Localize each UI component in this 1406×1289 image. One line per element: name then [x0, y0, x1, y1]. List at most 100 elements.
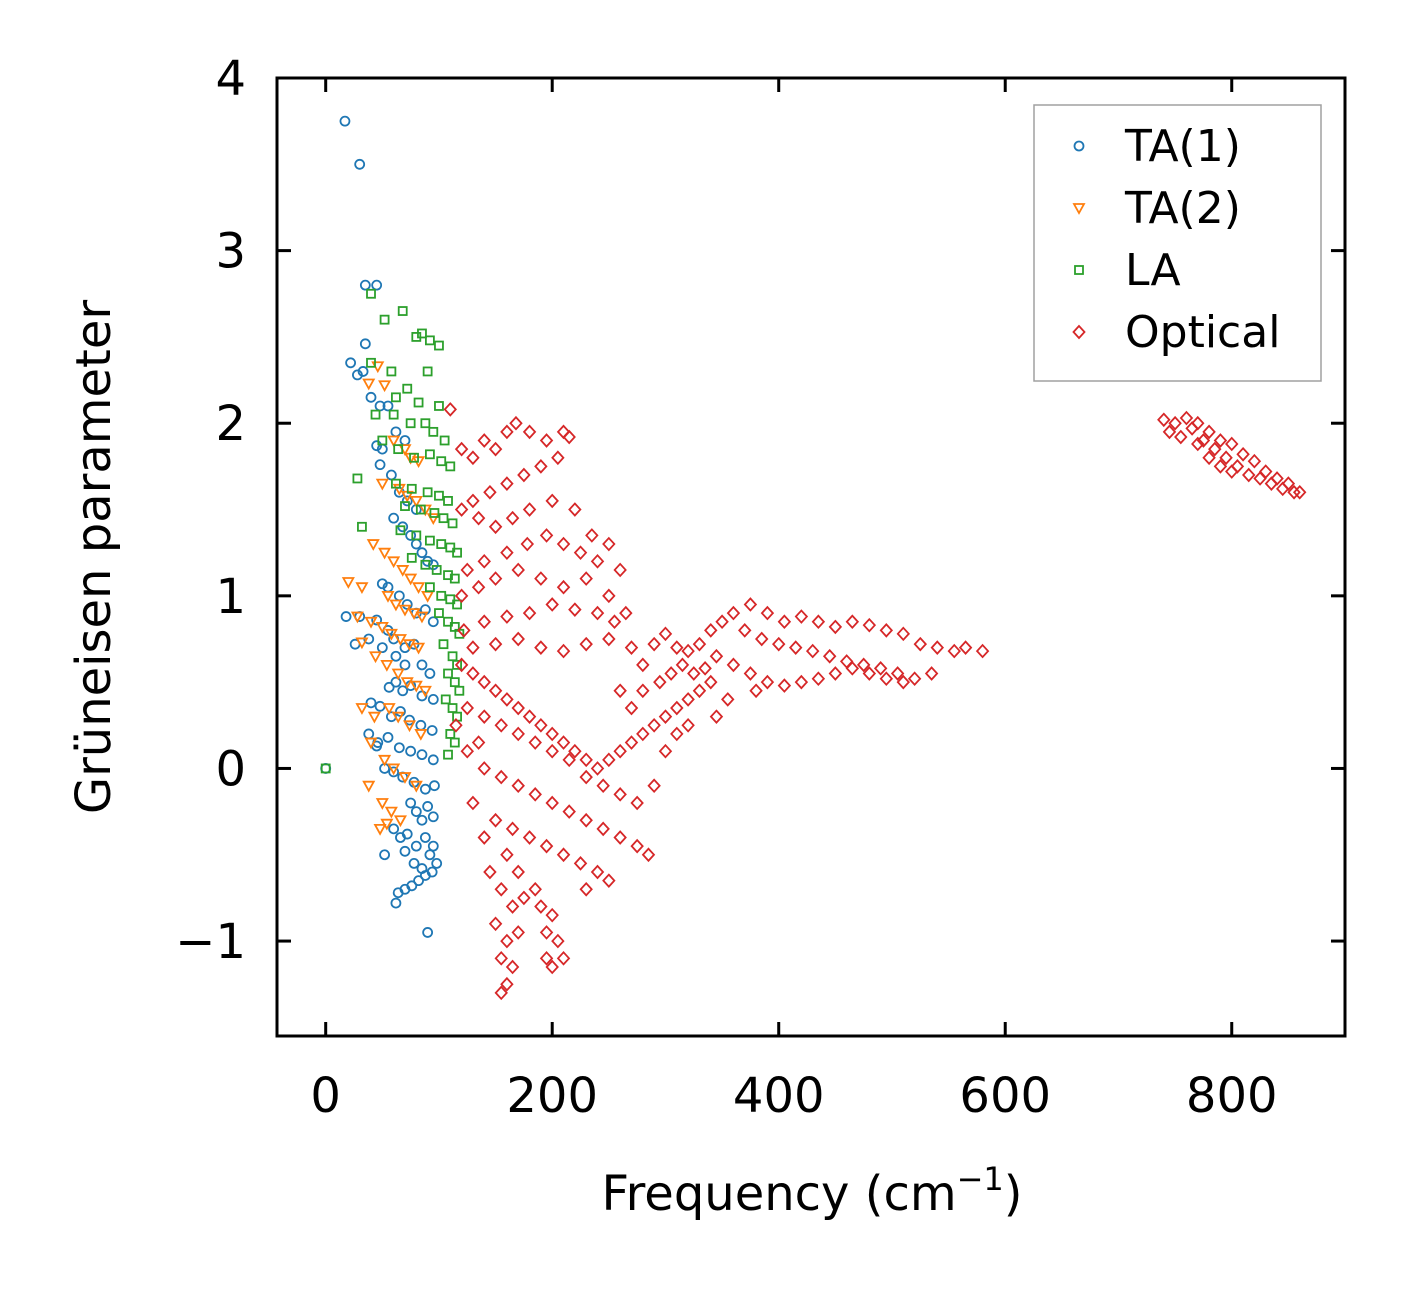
data-point	[387, 763, 401, 776]
data-point	[387, 556, 401, 569]
data-point	[505, 899, 520, 914]
data-point	[413, 397, 424, 408]
data-point	[375, 622, 389, 634]
data-point	[511, 925, 525, 940]
data-point	[400, 677, 414, 689]
data-point	[350, 611, 364, 624]
data-point	[1157, 412, 1171, 428]
data-point	[698, 661, 712, 676]
data-point	[794, 674, 809, 690]
series-optical	[443, 402, 1307, 1001]
data-point	[658, 626, 673, 642]
data-point	[1292, 484, 1307, 500]
data-point	[681, 717, 695, 733]
data-point	[624, 735, 639, 750]
data-point	[630, 838, 644, 854]
data-point	[409, 452, 419, 463]
data-point	[389, 599, 403, 612]
data-point	[388, 766, 400, 778]
data-point	[1162, 424, 1177, 440]
data-point	[517, 467, 531, 483]
data-point	[556, 735, 571, 750]
data-point	[399, 659, 411, 671]
data-point	[511, 778, 525, 794]
data-point	[613, 562, 627, 578]
legend-marker	[1073, 140, 1085, 152]
data-point	[1287, 484, 1301, 500]
data-point	[500, 933, 514, 949]
data-point	[449, 573, 460, 584]
data-point	[896, 626, 911, 642]
data-point	[539, 433, 554, 448]
data-point	[373, 823, 387, 836]
data-point	[402, 639, 417, 652]
data-point	[405, 530, 417, 541]
data-point	[528, 787, 542, 802]
data-point	[500, 545, 514, 561]
data-point	[410, 806, 422, 818]
data-point	[375, 798, 389, 810]
data-point	[422, 366, 433, 377]
data-point	[602, 873, 616, 888]
data-point	[613, 830, 627, 845]
y-tick-label: 3	[215, 224, 246, 280]
data-point	[364, 737, 378, 750]
data-point	[460, 562, 474, 578]
data-point	[862, 666, 877, 681]
data-point	[399, 845, 411, 857]
data-point	[365, 697, 377, 709]
data-point	[704, 674, 718, 690]
data-point	[760, 605, 775, 621]
data-point	[454, 657, 469, 673]
data-point	[359, 279, 371, 291]
data-point	[907, 671, 922, 687]
data-point	[636, 657, 650, 673]
data-point	[414, 729, 428, 741]
data-point	[522, 424, 537, 440]
x-tick-label: 0	[310, 1068, 341, 1124]
data-point	[396, 565, 410, 577]
data-point	[602, 588, 616, 604]
data-point	[416, 749, 428, 761]
data-point	[386, 366, 397, 377]
data-point	[562, 429, 576, 445]
data-point	[511, 631, 525, 647]
data-point	[466, 640, 480, 655]
data-point	[395, 525, 406, 536]
data-point	[452, 547, 462, 558]
data-point	[556, 847, 571, 863]
data-point	[726, 605, 741, 621]
legend-label: Optical	[1125, 307, 1280, 358]
data-point	[1264, 476, 1279, 491]
data-point	[449, 717, 463, 733]
data-point	[613, 787, 627, 802]
data-point	[391, 711, 405, 724]
data-point	[449, 737, 460, 748]
data-point	[488, 571, 503, 586]
data-point	[364, 616, 378, 629]
data-point	[647, 778, 661, 794]
data-point	[788, 640, 803, 655]
data-point	[440, 694, 451, 705]
data-point	[420, 559, 431, 570]
data-point	[505, 510, 520, 526]
data-point	[862, 617, 877, 633]
data-point	[443, 616, 453, 627]
data-point	[738, 623, 752, 638]
data-point	[658, 743, 673, 759]
data-point	[379, 849, 390, 861]
data-point	[545, 597, 559, 612]
data-point	[500, 976, 514, 992]
data-point	[1247, 453, 1262, 469]
data-point	[647, 717, 661, 733]
data-point	[416, 814, 428, 826]
data-point	[488, 636, 503, 652]
data-point	[370, 409, 381, 420]
x-axis-label-exponent: −1	[957, 1160, 1004, 1198]
data-point	[375, 478, 389, 491]
data-point	[436, 456, 447, 467]
data-point	[477, 614, 491, 630]
data-point	[562, 804, 576, 819]
data-point	[522, 709, 537, 724]
